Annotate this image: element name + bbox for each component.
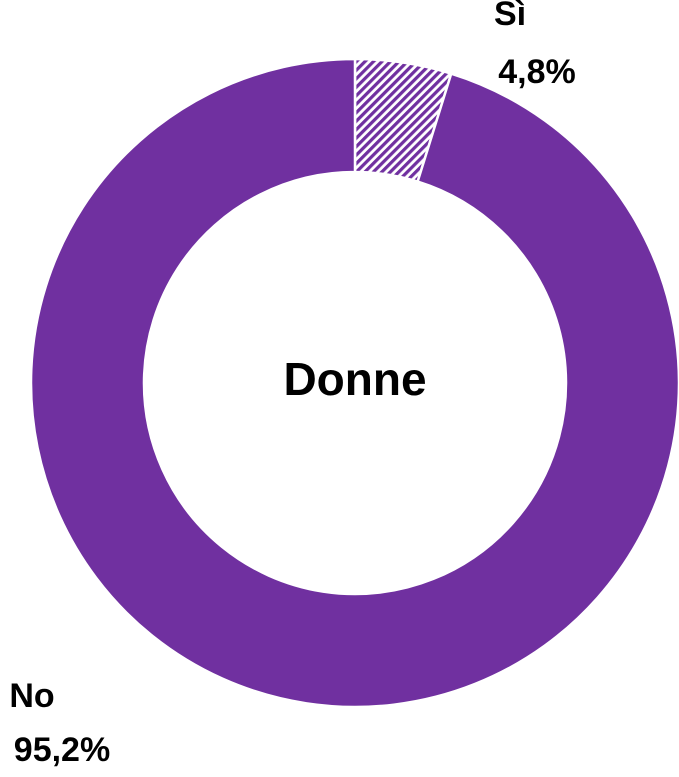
slice-value-label: 4,8% [498, 53, 576, 91]
slice-value-label: 95,2% [14, 731, 110, 769]
donut-slice [29, 57, 679, 709]
slice-category-label: Sì [494, 0, 526, 33]
center-title: Donne [283, 353, 426, 405]
slice-category-label: No [9, 677, 54, 715]
